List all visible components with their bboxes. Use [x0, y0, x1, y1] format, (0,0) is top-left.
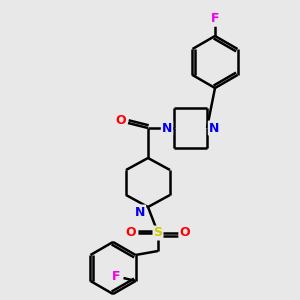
Text: O: O — [126, 226, 136, 239]
Text: N: N — [209, 122, 219, 134]
Text: N: N — [162, 122, 172, 134]
Text: O: O — [116, 115, 126, 128]
Text: F: F — [211, 13, 219, 26]
Text: O: O — [180, 226, 190, 239]
Text: S: S — [154, 226, 163, 239]
Text: F: F — [112, 269, 121, 283]
Text: N: N — [135, 206, 145, 218]
